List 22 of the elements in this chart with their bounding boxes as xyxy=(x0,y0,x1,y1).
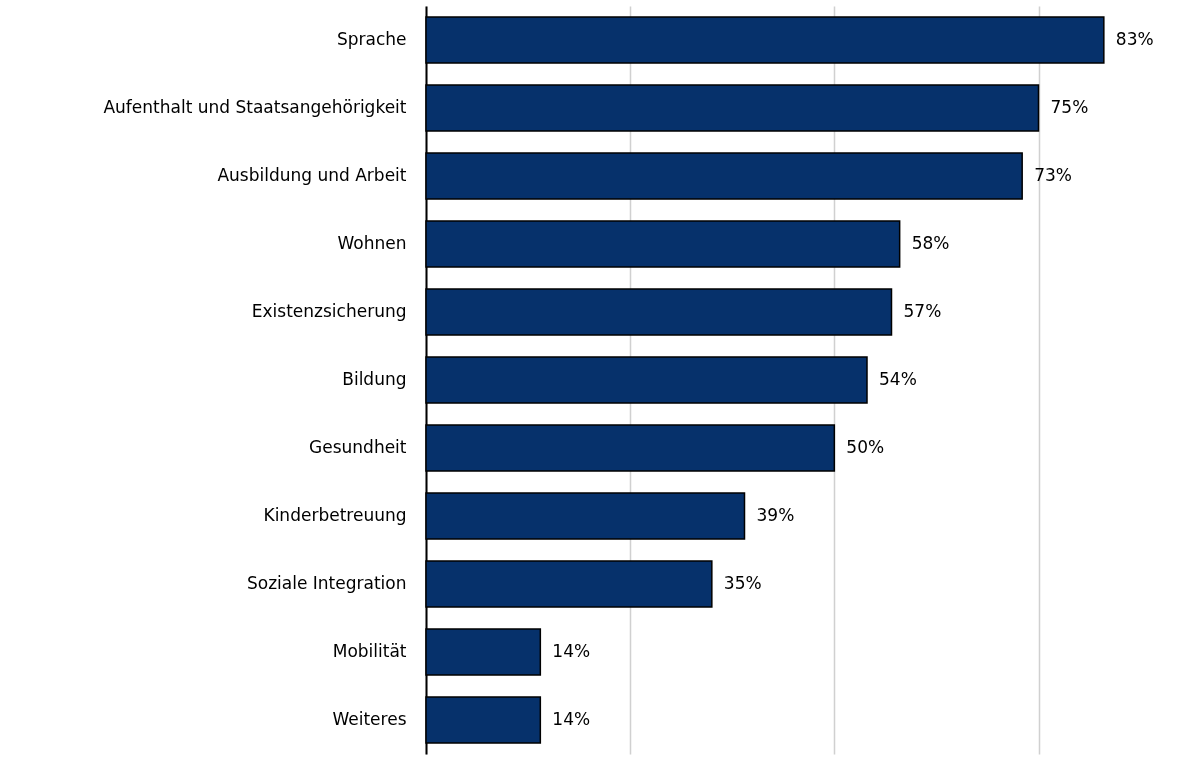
y-tick-label: Wohnen xyxy=(337,233,407,253)
data-label: 58% xyxy=(911,233,950,253)
y-tick-label: Aufenthalt und Staatsangehörigkeit xyxy=(103,97,407,117)
data-label: 54% xyxy=(879,369,917,389)
data-label: 73% xyxy=(1034,165,1072,185)
data-label: 57% xyxy=(903,301,942,321)
y-tick-label: Ausbildung und Arbeit xyxy=(217,165,407,185)
data-label: 39% xyxy=(756,505,795,525)
y-tick-label: Weiteres xyxy=(332,709,407,729)
y-tick-label: Sprache xyxy=(336,29,407,49)
y-tick-label: Kinderbetreuung xyxy=(263,505,407,525)
data-label: 14% xyxy=(552,709,591,729)
data-label: 35% xyxy=(723,573,762,593)
data-label: 83% xyxy=(1115,29,1154,49)
y-tick-label: Soziale Integration xyxy=(246,573,407,593)
y-tick-label: Gesundheit xyxy=(309,437,407,457)
data-label: 75% xyxy=(1050,97,1089,117)
y-tick-label: Mobilität xyxy=(332,641,407,661)
data-label: 14% xyxy=(552,641,591,661)
y-tick-label: Existenzsicherung xyxy=(251,301,407,321)
y-tick-label: Bildung xyxy=(342,369,407,389)
data-label: 50% xyxy=(846,437,885,457)
